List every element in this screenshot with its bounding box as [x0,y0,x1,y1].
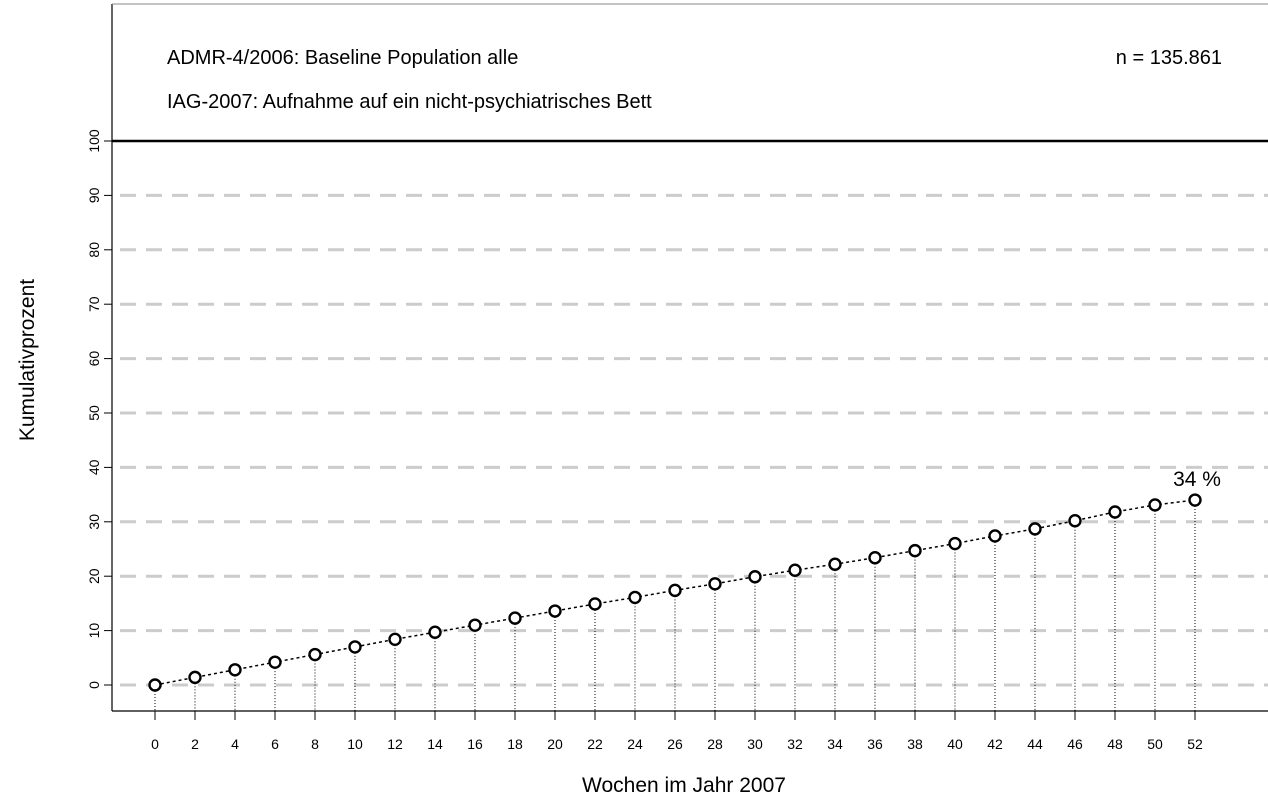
x-tick-label: 40 [947,736,963,752]
chart-labels: ADMR-4/2006: Baseline Population alle IA… [16,47,1222,797]
x-axis: 0 2 4 6 8 10 12 14 16 18 20 22 24 26 28 30 32 34 36 38 40 42 4… [151,711,1203,752]
data-point [628,590,642,605]
x-tick-label: 4 [231,736,239,752]
y-tick-label: 70 [86,296,102,312]
x-tick-label: 52 [1187,736,1203,752]
annotation-iag: IAG-2007: Aufnahme auf ein nicht-psychia… [167,91,652,113]
x-tick-label: 2 [191,736,199,752]
y-tick-label: 50 [86,405,102,421]
data-point [468,618,482,632]
data-point [868,551,882,565]
x-tick-label: 26 [667,736,683,752]
x-tick-label: 34 [827,736,843,752]
x-tick-label: 50 [1147,736,1163,752]
end-value-label: 34 % [1173,468,1221,491]
y-tick-label: 80 [86,242,102,258]
x-tick-label: 6 [271,736,279,752]
x-tick-label: 42 [987,736,1003,752]
annotation-population: ADMR-4/2006: Baseline Population alle [167,47,518,69]
y-tick-label: 60 [86,351,102,367]
x-tick-label: 18 [507,736,523,752]
x-tick-label: 30 [747,736,763,752]
data-point [908,543,922,558]
data-point [828,557,842,571]
grid-lines [112,139,1268,687]
data-point [548,604,562,618]
data-point [228,663,242,677]
x-tick-label: 14 [427,736,443,752]
data-point [308,647,322,662]
y-axis-label: Kumulativprozent [16,279,39,441]
x-axis-label: Wochen im Jahr 2007 [582,774,786,797]
x-tick-label: 36 [867,736,883,752]
y-tick-label: 40 [86,459,102,475]
x-tick-label: 10 [347,736,363,752]
data-point [748,570,762,584]
y-axis: 0 10 20 30 40 50 60 70 80 90 100 [86,129,112,689]
y-tick-label: 20 [86,568,102,584]
n-count-label: n = 135.861 [1116,47,1222,69]
y-tick-label: 0 [86,681,102,689]
data-point [388,632,402,647]
x-tick-label: 0 [151,736,159,752]
data-point [508,611,522,625]
data-point [948,536,962,551]
x-tick-label: 38 [907,736,923,752]
data-point [1068,514,1082,528]
data-point [1148,498,1162,512]
x-tick-label: 8 [311,736,319,752]
x-tick-label: 24 [627,736,643,752]
x-tick-label: 22 [587,736,603,752]
x-tick-label: 20 [547,736,563,752]
data-point [668,583,682,598]
data-point [348,640,362,654]
drop-lines [154,500,1196,711]
data-point [988,529,1002,543]
data-point [1188,493,1202,507]
x-tick-label: 48 [1107,736,1123,752]
y-tick-label: 10 [86,623,102,639]
data-point [1108,505,1122,519]
x-tick-label: 46 [1067,736,1083,752]
data-point [1028,522,1042,536]
x-tick-label: 12 [387,736,403,752]
x-tick-label: 32 [787,736,803,752]
x-tick-label: 44 [1027,736,1043,752]
data-point [148,678,162,692]
x-tick-label: 28 [707,736,723,752]
data-point [268,655,282,669]
data-series [148,493,1202,692]
y-tick-label: 100 [86,129,102,153]
y-tick-label: 30 [86,514,102,530]
data-point [788,563,802,577]
data-point [708,577,722,591]
x-tick-label: 16 [467,736,483,752]
data-point [588,597,602,611]
data-point [188,670,202,685]
y-tick-label: 90 [86,187,102,203]
data-point [428,625,442,639]
